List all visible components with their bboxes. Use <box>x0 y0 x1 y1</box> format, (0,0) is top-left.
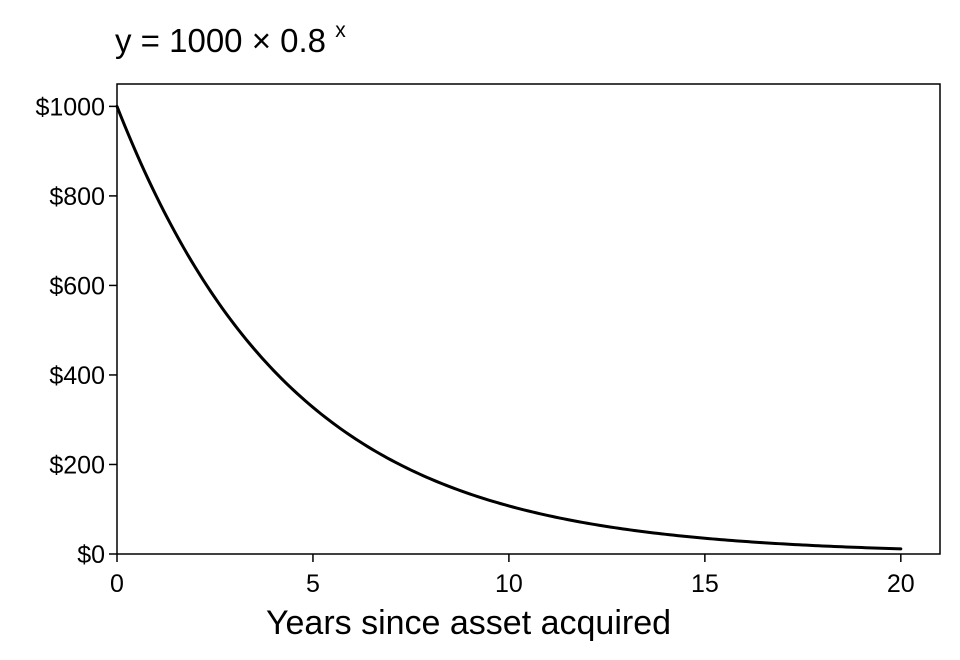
chart-title-exponent: x <box>335 19 346 42</box>
y-axis-ticks: $0 $200 $400 $600 $800 $1000 <box>35 93 117 569</box>
x-tick-label: 10 <box>495 570 523 598</box>
x-tick-label: 15 <box>691 570 719 598</box>
series-line <box>115 104 903 551</box>
chart-title: y = 1000 × 0.8 x <box>115 19 346 59</box>
x-axis-title: Years since asset acquired <box>266 604 671 642</box>
x-axis-ticks: 0 5 10 15 20 <box>110 554 915 598</box>
x-tick-label: 0 <box>110 570 124 598</box>
y-tick-label: $200 <box>49 451 105 479</box>
x-tick-label: 20 <box>887 570 915 598</box>
y-tick-label: $400 <box>49 362 105 390</box>
plot-frame <box>116 83 941 555</box>
y-tick-label: $800 <box>49 183 105 211</box>
y-tick-label: $1000 <box>35 93 105 121</box>
x-tick-label: 5 <box>306 570 320 598</box>
chart-title-base: y = 1000 × 0.8 <box>115 22 326 59</box>
y-tick-label: $600 <box>49 272 105 300</box>
y-tick-label: $0 <box>77 541 105 569</box>
